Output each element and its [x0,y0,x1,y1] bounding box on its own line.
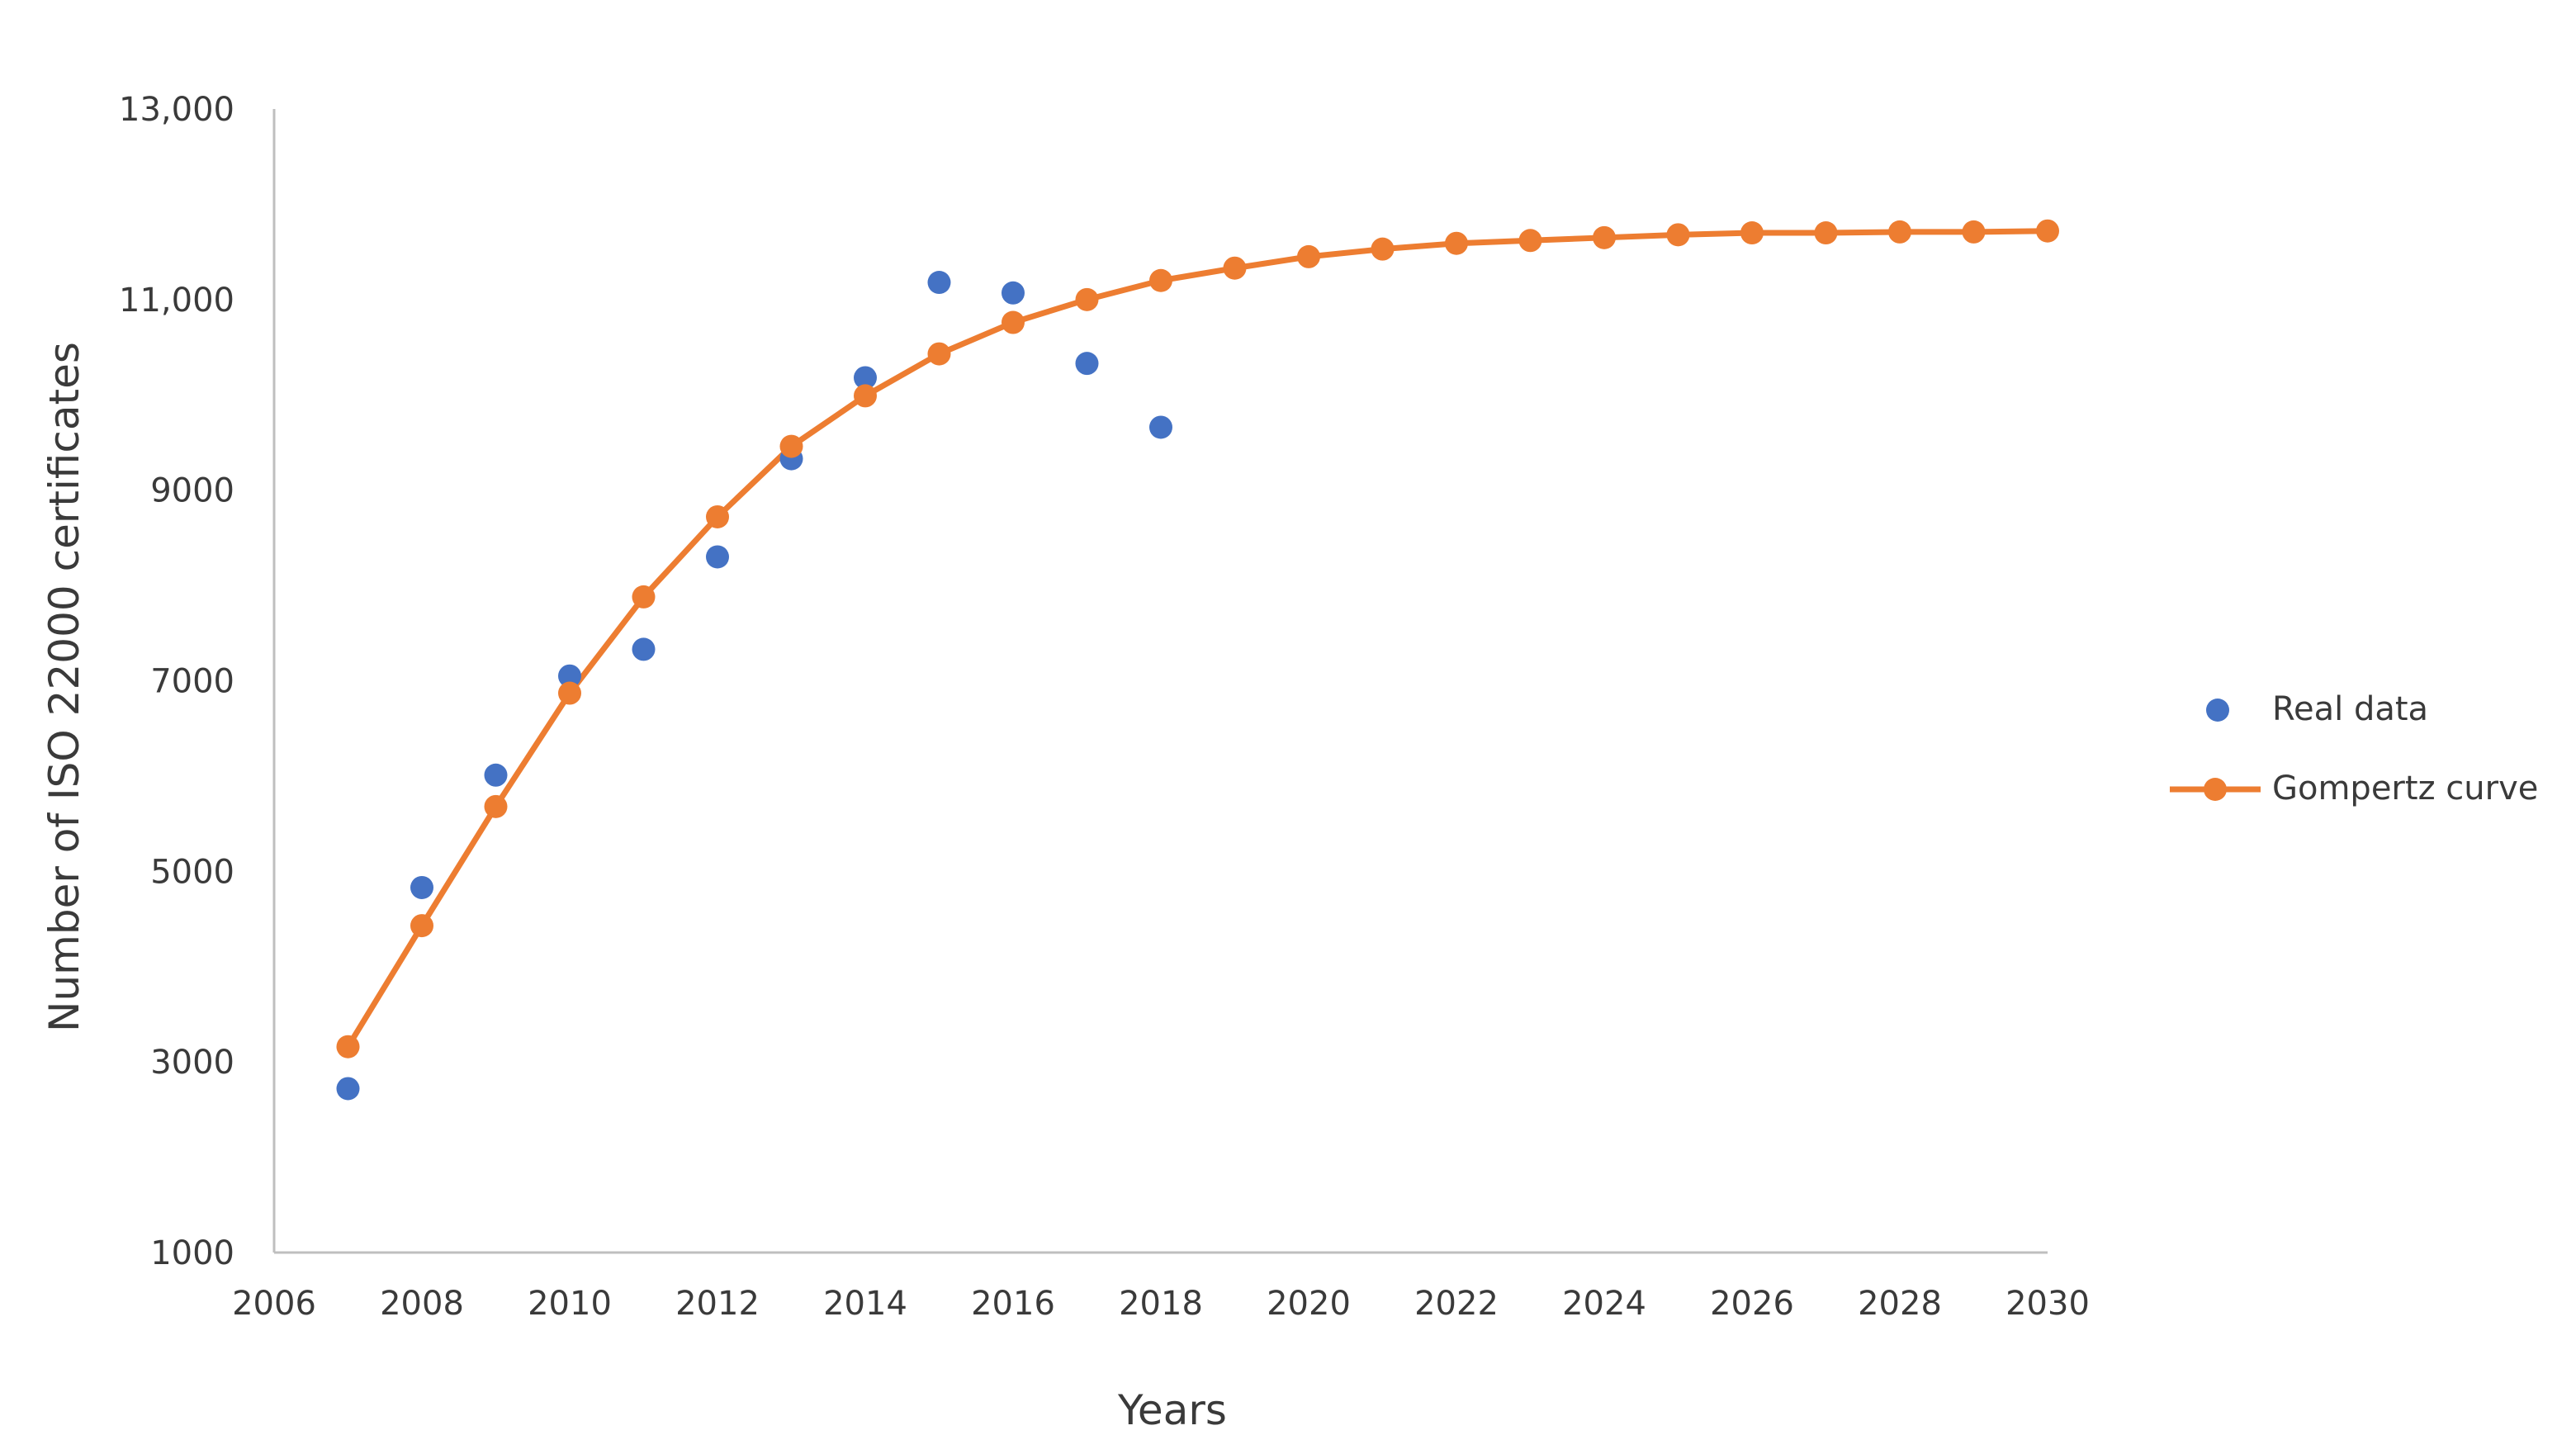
gompertz-curve-point [1223,256,1247,280]
y-tick-label: 11,000 [119,282,234,320]
gompertz-curve-point [632,585,656,609]
legend-gompertz-label: Gompertz curve [2272,770,2538,808]
gompertz-curve-point [410,914,433,938]
y-tick-label: 13,000 [119,91,234,129]
legend-real-data-label: Real data [2272,690,2428,728]
real-data-point [336,1077,360,1101]
x-tick-label: 2028 [1858,1285,1942,1323]
real-data-point [854,366,877,390]
x-tick-label: 2024 [1562,1285,1646,1323]
x-tick-label: 2030 [2005,1285,2090,1323]
gompertz-curve-point [1962,220,1986,244]
gompertz-curve-point [1149,268,1172,292]
x-tick-label: 2026 [1710,1285,1794,1323]
gompertz-curve-point [1445,231,1468,255]
legend-real-data-marker [2206,699,2229,722]
x-tick-label: 2016 [971,1285,1055,1323]
x-tick-label: 2010 [528,1285,612,1323]
gompertz-curve-line [345,228,2051,1050]
y-tick-label: 9000 [150,472,234,510]
gompertz-curve-point [1371,237,1395,261]
y-tick-label: 1000 [150,1234,234,1272]
gompertz-curve-point [706,504,729,528]
gompertz-curve-point [484,794,508,818]
x-axis-title: Years [1117,1386,1227,1434]
real-data-point [484,763,508,787]
gompertz-curve-point [1075,287,1099,311]
x-tick-label: 2008 [380,1285,464,1323]
real-data-point [1075,352,1099,376]
legend: Real data Gompertz curve [2170,690,2538,808]
gompertz-curve-point [1740,221,1764,245]
gompertz-curve-point [779,434,803,458]
gompertz-curve-point [854,384,877,408]
gompertz-curve-point [1002,310,1025,334]
gompertz-curve-point [1593,225,1616,249]
gompertz-curve-point [1518,229,1542,253]
real-data-point [632,637,656,661]
x-tick-label: 2014 [823,1285,907,1323]
y-tick-label: 3000 [150,1044,234,1082]
legend-gompertz-marker [2204,778,2227,801]
x-tick-label: 2012 [675,1285,760,1323]
x-tick-label: 2020 [1267,1285,1351,1323]
gompertz-curve-point [1666,223,1690,247]
real-data-point [558,664,581,688]
y-tick-label: 5000 [150,853,234,891]
axes-layer: 1000 3000 5000 7000 9000 11,000 13,000 2006 2008… [119,91,2090,1323]
x-tick-label: 2018 [1119,1285,1203,1323]
gompertz-curve-point [558,681,581,705]
series-layer [336,219,2059,1101]
gompertz-curve-point [1297,244,1320,268]
real-data-point [1149,415,1172,439]
gompertz-curve-point [1814,221,1838,245]
gompertz-curve-point [2036,219,2059,243]
real-data-point [927,271,951,295]
real-data-point [1002,281,1025,305]
y-tick-label: 7000 [150,663,234,701]
real-data-point [410,875,433,899]
x-tick-label: 2022 [1414,1285,1499,1323]
gompertz-curve-point [927,342,951,366]
y-axis-title: Number of ISO 22000 certificates [40,342,88,1032]
gompertz-curve-point [336,1035,360,1059]
x-tick-label: 2006 [232,1285,316,1323]
real-data-point [706,545,729,569]
gompertz-curve-point [1888,220,1911,244]
